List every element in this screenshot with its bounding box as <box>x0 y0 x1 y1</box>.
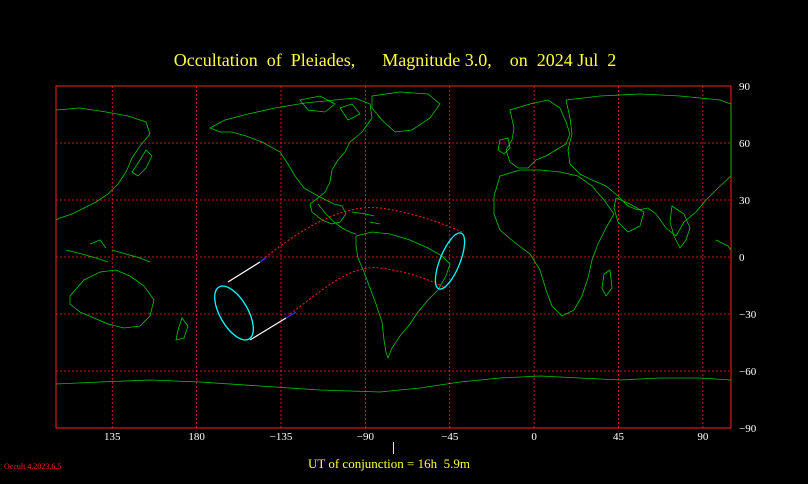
coast-arabia <box>613 197 645 233</box>
latitude-tick-label: −90 <box>739 423 757 435</box>
coast-japan <box>131 149 153 177</box>
coast-asia <box>565 93 732 237</box>
conjunction-time-label: UT of conjunction = 16h 5.9m <box>308 456 470 471</box>
conjunction-marker <box>393 442 394 454</box>
latitude-tick-label: 0 <box>739 252 745 264</box>
cluster-outlines <box>214 232 466 341</box>
longitude-tick-label: 180 <box>188 431 205 443</box>
coast-greenland <box>371 91 441 133</box>
limb-tip-south <box>285 311 297 319</box>
limb-line-south <box>249 317 287 341</box>
latitude-axis: 90 60 30 0 −30 −60 −90 <box>739 81 757 435</box>
coast-africa <box>493 169 615 317</box>
coast-australia <box>69 269 155 329</box>
coastlines <box>55 91 732 393</box>
coast-antarctica <box>55 375 732 393</box>
occultation-path <box>261 207 463 315</box>
limb-tip-north <box>259 257 267 263</box>
south-limit <box>289 267 447 315</box>
latitude-tick-label: 90 <box>739 81 751 93</box>
longitude-tick-label: −90 <box>357 431 375 443</box>
coast-india <box>669 205 691 249</box>
longitude-axis: 135 180 −135 −90 −45 0 45 90 <box>104 431 709 443</box>
coast-indonesia <box>65 239 732 263</box>
longitude-tick-label: 135 <box>104 431 121 443</box>
coast-madagascar <box>601 269 613 297</box>
north-limit <box>261 207 463 261</box>
coast-east-asia <box>55 107 151 221</box>
coast-south-america <box>355 231 451 360</box>
longitude-tick-label: 90 <box>697 431 709 443</box>
coast-british-isles <box>497 137 511 155</box>
latitude-tick-label: 30 <box>739 195 751 207</box>
coast-central-america <box>317 203 357 235</box>
cluster-outline-east <box>434 232 466 290</box>
grid-lines <box>56 86 731 428</box>
longitude-tick-label: 0 <box>531 431 537 443</box>
limb-line-north <box>227 261 261 283</box>
coast-new-zealand <box>175 317 189 341</box>
longitude-tick-label: 45 <box>613 431 625 443</box>
latitude-tick-label: −30 <box>739 309 757 321</box>
map-title: Occultation of Pleiades, Magnitude 3.0, … <box>173 50 617 70</box>
coast-europe <box>505 99 571 169</box>
latitude-tick-label: −60 <box>739 366 757 378</box>
longitude-tick-label: −45 <box>441 431 459 443</box>
coast-arctic-islands <box>299 95 361 121</box>
coast-caribbean <box>351 211 381 225</box>
latitude-tick-label: 60 <box>739 138 751 150</box>
longitude-tick-label: −135 <box>270 431 293 443</box>
coast-north-america <box>209 97 373 225</box>
limb-lines <box>227 257 297 341</box>
cluster-outline-west <box>214 285 254 341</box>
software-version: Occult 4.2023.6.5 <box>4 462 62 471</box>
